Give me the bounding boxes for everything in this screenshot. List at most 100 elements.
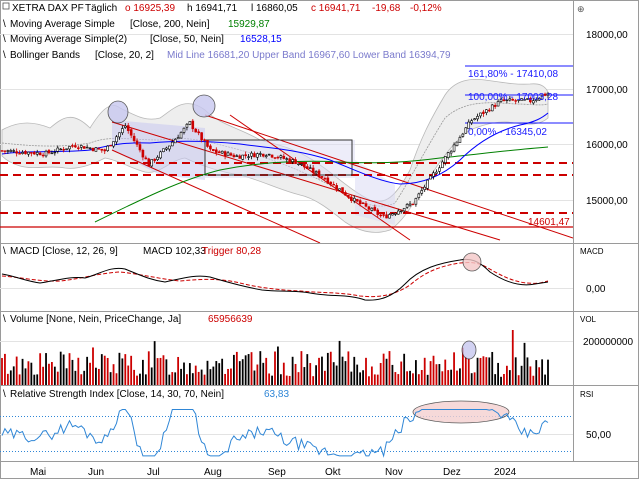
candle-body — [123, 125, 127, 128]
volume-bar — [412, 373, 414, 385]
indicator-sma50-prefix: \ — [3, 34, 6, 45]
candle-body — [276, 156, 280, 159]
candle-body — [44, 150, 48, 157]
volume-bar — [279, 374, 282, 385]
volume-bar — [271, 375, 273, 385]
rsi-value: 63,83 — [264, 389, 289, 400]
candle-body — [394, 213, 397, 215]
candle-body — [185, 123, 189, 128]
volume-bar — [370, 366, 373, 385]
volume-bar — [365, 357, 367, 385]
candle-body — [370, 207, 374, 211]
volume-bar — [447, 370, 450, 385]
candle-body — [526, 98, 529, 100]
macd-value: MACD 102,33 — [143, 246, 206, 257]
volume-bar — [194, 365, 197, 385]
volume-bar — [56, 371, 59, 385]
candle-body — [461, 133, 465, 137]
volume-bar — [420, 369, 423, 385]
candle-body — [511, 99, 515, 101]
candle-body — [62, 148, 65, 151]
candle-body — [361, 202, 365, 205]
candle-body — [35, 152, 39, 155]
candle-body — [347, 194, 350, 198]
volume-bar — [103, 355, 106, 385]
candle-body — [85, 146, 89, 149]
volume-bar — [197, 371, 200, 385]
candle-body — [156, 156, 159, 160]
volume-bar — [83, 370, 86, 385]
volume-bar — [180, 368, 182, 385]
volume-bar — [467, 358, 470, 385]
volume-bar — [233, 354, 235, 385]
candle-body — [256, 153, 259, 158]
sma50-line — [1, 112, 549, 185]
volume-bar — [209, 369, 212, 385]
month-label-jul: Jul — [147, 467, 160, 478]
candle-body — [226, 152, 230, 157]
volume-bar — [147, 351, 150, 385]
indicator-sma50-label: Moving Average Simple(2) — [10, 34, 127, 45]
volume-bar — [259, 351, 262, 385]
candle-body — [376, 209, 380, 215]
volume-bar — [488, 357, 491, 385]
candle-body — [168, 145, 171, 150]
candle-body — [341, 187, 344, 193]
volume-bar — [21, 358, 24, 385]
indicator-sma200-label: Moving Average Simple — [10, 19, 115, 30]
month-label-dez: Dez — [443, 467, 461, 478]
candle-body — [264, 155, 268, 158]
volume-bar — [300, 351, 303, 385]
volume-bar — [139, 373, 141, 385]
ohlc-close: c 16941,71 — [311, 3, 361, 14]
candle-body — [179, 132, 183, 139]
volume-bar — [95, 367, 97, 385]
candle-body — [32, 152, 36, 155]
candle-body — [217, 151, 221, 154]
volume-bar — [24, 368, 27, 385]
rsi-tick-50: 50,00 — [586, 430, 611, 441]
candle-body — [212, 149, 215, 152]
candle-body — [261, 153, 265, 157]
candle-body — [350, 196, 353, 201]
volume-bar — [385, 358, 388, 385]
candle-body — [118, 132, 121, 138]
candle-body — [267, 153, 271, 156]
candle-body — [65, 148, 68, 150]
candle-body — [94, 147, 98, 152]
indicator-sma200-params: [Close, 200, Nein] — [130, 19, 210, 30]
volume-bar — [144, 374, 147, 385]
candle-body — [121, 128, 124, 134]
volume-bar — [51, 362, 53, 385]
volume-bar — [456, 370, 458, 385]
volume-bar — [476, 357, 479, 385]
candle-body — [485, 109, 488, 113]
volume-bar — [74, 370, 77, 385]
volume-bar — [288, 375, 291, 385]
candle-body — [432, 172, 435, 177]
candle-body — [355, 199, 359, 202]
candle-body — [238, 155, 242, 159]
candle-body — [50, 152, 54, 155]
volume-bar — [256, 364, 259, 385]
volume-prefix: \ — [3, 314, 6, 325]
candle-body — [138, 144, 142, 151]
volume-bar — [470, 373, 473, 385]
volume-bar — [506, 365, 508, 385]
volume-bar — [368, 376, 370, 385]
volume-bar — [514, 357, 517, 385]
candle-body — [288, 158, 291, 163]
volume-bar — [508, 370, 511, 385]
volume-bar — [479, 357, 482, 385]
volume-bar — [48, 363, 50, 385]
candle-body — [100, 148, 104, 151]
candle-body — [259, 153, 262, 155]
candle-body — [235, 155, 239, 157]
candle-body — [165, 147, 168, 150]
candle-body — [200, 132, 203, 141]
macd-panel: \ MACD [Close, 12, 26, 9] MACD 102,33 Tr… — [0, 246, 606, 301]
volume-bar — [30, 362, 33, 385]
candle-body — [470, 120, 473, 124]
volume-bar — [520, 365, 523, 385]
candle-body — [53, 151, 57, 154]
